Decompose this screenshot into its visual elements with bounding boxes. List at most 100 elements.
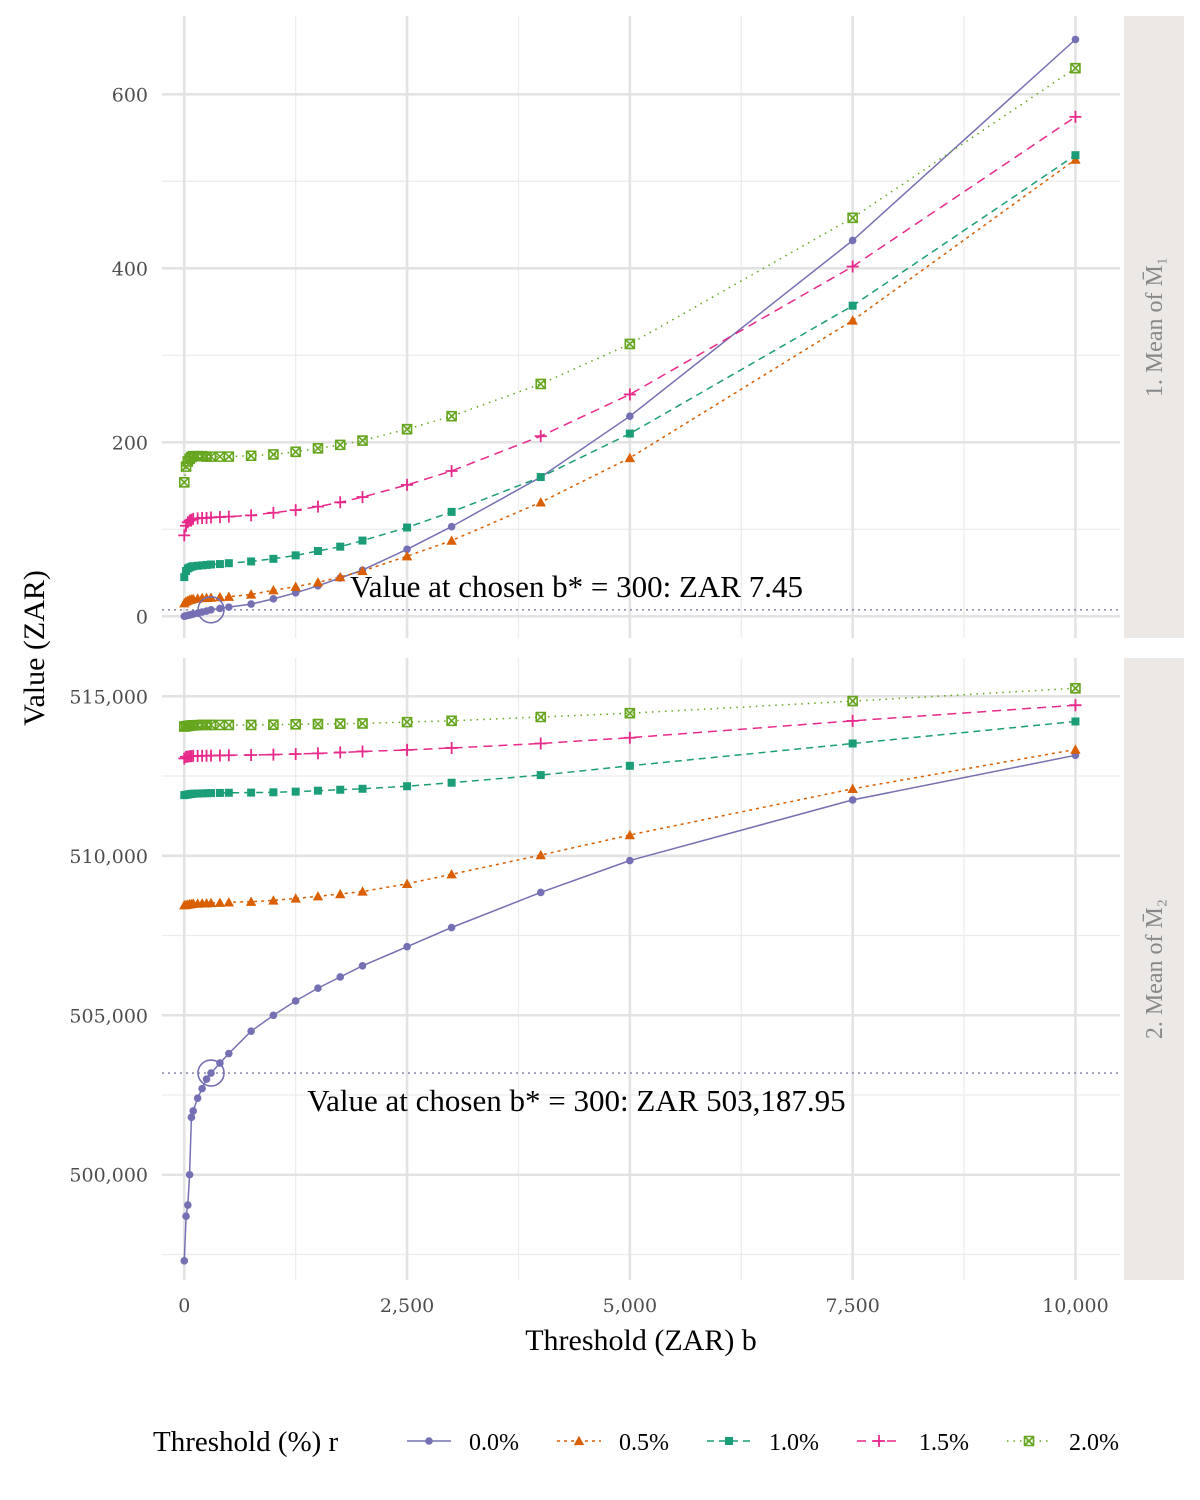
data-point bbox=[357, 435, 368, 446]
data-point bbox=[245, 509, 258, 522]
data-point bbox=[334, 496, 347, 509]
data-point bbox=[312, 577, 324, 587]
data-point bbox=[403, 523, 412, 532]
data-point bbox=[314, 984, 322, 992]
data-point bbox=[313, 786, 322, 795]
data-point bbox=[245, 719, 257, 731]
data-point bbox=[180, 573, 189, 582]
data-point bbox=[536, 771, 545, 780]
data-point bbox=[207, 605, 215, 614]
data-point bbox=[846, 714, 859, 727]
data-point bbox=[1070, 744, 1081, 754]
data-point bbox=[180, 1257, 189, 1265]
data-point bbox=[312, 891, 324, 901]
legend-label: 0.0% bbox=[469, 1430, 519, 1456]
data-point bbox=[626, 856, 634, 865]
data-point bbox=[446, 410, 457, 422]
data-point bbox=[291, 551, 300, 560]
data-point bbox=[445, 741, 458, 754]
data-point bbox=[446, 715, 457, 727]
data-point bbox=[182, 1212, 190, 1221]
data-point bbox=[535, 497, 546, 507]
x-tick-label: 2,500 bbox=[380, 1295, 434, 1317]
data-point bbox=[224, 788, 233, 797]
data-point bbox=[223, 591, 235, 601]
facet-strips: 1. Mean of M̄₁ 2. Mean of M̄₂ bbox=[1124, 16, 1184, 1280]
data-point bbox=[401, 423, 413, 435]
data-point bbox=[185, 1170, 194, 1179]
data-point bbox=[245, 589, 257, 599]
data-point bbox=[447, 522, 456, 531]
data-point bbox=[357, 565, 368, 576]
data-point bbox=[624, 707, 636, 719]
data-point bbox=[247, 557, 256, 566]
data-point bbox=[847, 695, 858, 707]
data-point bbox=[223, 451, 235, 462]
data-point bbox=[268, 449, 279, 460]
axis-labels: 0 200 400 600 500,000 505,000 510,000 515,000 0 2… bbox=[18, 84, 1109, 1357]
data-point bbox=[290, 446, 301, 458]
y-tick-label: 400 bbox=[112, 258, 148, 280]
data-point bbox=[291, 588, 300, 597]
data-point bbox=[311, 500, 324, 513]
legend-title: Threshold (%) r bbox=[153, 1426, 339, 1458]
x-axis-title: Threshold (ZAR) b bbox=[525, 1324, 757, 1357]
data-point bbox=[401, 478, 414, 491]
data-point bbox=[623, 388, 636, 401]
data-point bbox=[245, 748, 258, 761]
data-point bbox=[1069, 110, 1082, 123]
data-point bbox=[401, 551, 413, 561]
data-point bbox=[848, 301, 857, 310]
data-point bbox=[269, 554, 278, 563]
data-point bbox=[1070, 683, 1081, 694]
data-point bbox=[312, 718, 324, 730]
x-tick-label: 7,500 bbox=[825, 1295, 879, 1317]
data-point bbox=[247, 1027, 255, 1035]
data-point bbox=[403, 942, 411, 951]
data-point bbox=[205, 897, 217, 908]
highlight-circle bbox=[197, 1059, 225, 1087]
y-tick-label: 510,000 bbox=[69, 846, 148, 868]
data-point bbox=[625, 761, 634, 770]
data-point bbox=[207, 789, 216, 798]
y-tick-label: 500,000 bbox=[69, 1165, 148, 1187]
data-point bbox=[198, 789, 207, 798]
y-tick-label: 600 bbox=[112, 84, 148, 106]
data-point bbox=[1071, 151, 1080, 160]
data-point bbox=[358, 784, 367, 793]
data-point bbox=[289, 504, 302, 517]
data-point bbox=[268, 719, 279, 730]
data-point bbox=[215, 560, 224, 569]
data-point bbox=[198, 1084, 206, 1093]
data-point bbox=[267, 748, 280, 761]
data-point bbox=[216, 604, 224, 613]
data-point bbox=[291, 787, 300, 796]
data-point bbox=[268, 584, 279, 595]
data-point bbox=[535, 849, 546, 860]
data-point bbox=[401, 878, 413, 888]
x-tick-label: 10,000 bbox=[1042, 1295, 1108, 1317]
data-point bbox=[356, 745, 369, 758]
data-point bbox=[848, 796, 857, 804]
data-point bbox=[189, 562, 198, 571]
data-point bbox=[184, 1201, 192, 1209]
y-tick-label: 515,000 bbox=[69, 686, 148, 708]
y-tick-label: 0 bbox=[136, 606, 148, 628]
data-point bbox=[187, 1113, 196, 1122]
legend-label: 2.0% bbox=[1069, 1430, 1119, 1456]
data-point bbox=[247, 788, 256, 797]
y-axis-title: Value (ZAR) bbox=[18, 570, 51, 726]
data-point bbox=[446, 535, 457, 545]
data-point bbox=[401, 716, 413, 728]
data-point bbox=[447, 923, 456, 932]
x-tick-label: 0 bbox=[178, 1295, 190, 1317]
data-point bbox=[291, 997, 300, 1005]
data-point bbox=[267, 506, 280, 519]
data-point bbox=[313, 547, 322, 556]
legend-label: 1.5% bbox=[919, 1430, 969, 1456]
data-point bbox=[401, 743, 414, 756]
y-tick-label: 200 bbox=[112, 432, 148, 454]
data-point bbox=[290, 581, 301, 591]
data-point bbox=[336, 973, 345, 981]
